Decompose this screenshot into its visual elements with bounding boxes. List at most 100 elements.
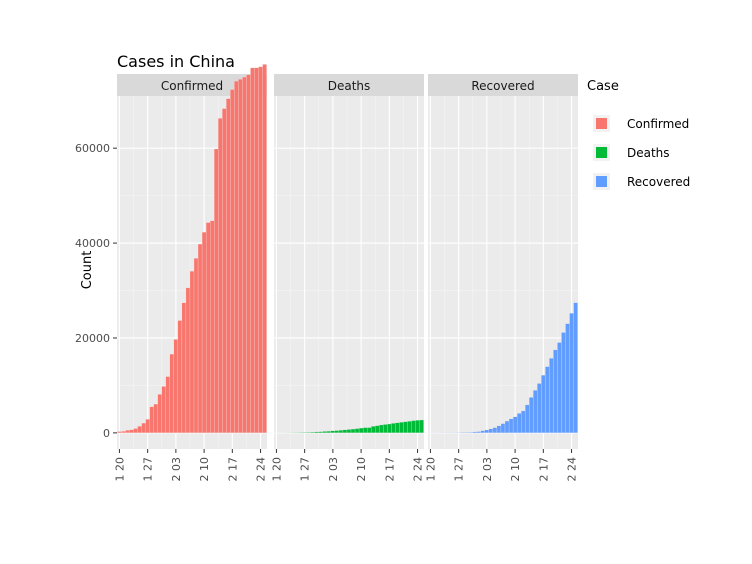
x-tick-label: 2 03 bbox=[481, 457, 494, 482]
facet-strip-label: Confirmed bbox=[161, 79, 223, 93]
bar-deaths-02-04 bbox=[335, 431, 339, 433]
facet-strip-label: Deaths bbox=[328, 79, 371, 93]
bar-recovered-02-19 bbox=[549, 358, 553, 433]
bar-recovered-02-09 bbox=[509, 419, 513, 433]
legend-entry-deaths: Deaths bbox=[593, 144, 670, 161]
bar-recovered-02-20 bbox=[553, 350, 557, 433]
bar-recovered-02-25 bbox=[574, 303, 578, 433]
bar-deaths-02-05 bbox=[339, 430, 343, 433]
bar-deaths-02-11 bbox=[363, 428, 367, 433]
bar-deaths-01-31 bbox=[319, 432, 323, 433]
bar-deaths-02-16 bbox=[383, 424, 387, 432]
bar-deaths-02-25 bbox=[420, 420, 424, 433]
bar-deaths-02-12 bbox=[367, 428, 371, 433]
bar-recovered-02-05 bbox=[493, 428, 497, 433]
bar-confirmed-02-20 bbox=[242, 77, 246, 433]
bar-confirmed-02-08 bbox=[194, 258, 198, 432]
x-tick-label: 1 20 bbox=[424, 457, 437, 482]
bar-deaths-02-13 bbox=[371, 426, 375, 432]
bar-recovered-02-10 bbox=[513, 417, 517, 433]
x-tick-label: 2 17 bbox=[226, 457, 239, 482]
bar-confirmed-01-21 bbox=[121, 431, 125, 433]
bar-confirmed-01-25 bbox=[138, 426, 142, 433]
bar-deaths-02-20 bbox=[399, 422, 403, 433]
bar-recovered-02-15 bbox=[533, 390, 537, 433]
legend-swatch bbox=[596, 147, 607, 158]
bar-deaths-02-06 bbox=[343, 430, 347, 433]
x-tick-label: 1 27 bbox=[142, 457, 155, 482]
legend-label: Recovered bbox=[627, 175, 690, 189]
bar-recovered-01-31 bbox=[473, 432, 477, 433]
y-tick-label: 20000 bbox=[75, 332, 110, 345]
bar-confirmed-02-03 bbox=[174, 339, 178, 432]
bar-recovered-02-11 bbox=[517, 413, 521, 432]
bar-recovered-01-29 bbox=[465, 432, 469, 433]
facet-strip-label: Recovered bbox=[471, 79, 534, 93]
bar-deaths-01-30 bbox=[315, 432, 319, 433]
bar-confirmed-02-12 bbox=[210, 221, 214, 433]
x-tick-label: 2 17 bbox=[537, 457, 550, 482]
x-tick-label: 2 10 bbox=[355, 457, 368, 482]
bar-deaths-02-07 bbox=[347, 429, 351, 432]
x-tick-label: 1 27 bbox=[453, 457, 466, 482]
bar-confirmed-02-11 bbox=[206, 223, 210, 433]
bar-recovered-02-23 bbox=[566, 324, 570, 433]
bar-confirmed-01-28 bbox=[150, 407, 154, 433]
bar-confirmed-02-06 bbox=[186, 288, 190, 433]
bar-confirmed-02-21 bbox=[246, 75, 250, 433]
y-tick-label: 60000 bbox=[75, 142, 110, 155]
bar-confirmed-02-13 bbox=[214, 149, 218, 433]
bar-confirmed-02-17 bbox=[230, 90, 234, 433]
bar-confirmed-01-26 bbox=[142, 423, 146, 433]
bar-confirmed-02-15 bbox=[222, 109, 226, 433]
x-tick-label: 2 10 bbox=[198, 457, 211, 482]
legend-entry-confirmed: Confirmed bbox=[593, 115, 689, 132]
bar-confirmed-01-24 bbox=[134, 429, 138, 433]
legend-label: Deaths bbox=[627, 146, 670, 160]
bar-deaths-02-18 bbox=[391, 423, 395, 433]
bar-recovered-02-02 bbox=[481, 431, 485, 433]
legend-title: Case bbox=[587, 79, 619, 94]
bar-confirmed-01-29 bbox=[154, 404, 158, 433]
bar-confirmed-02-16 bbox=[226, 99, 230, 433]
bar-deaths-01-27 bbox=[303, 432, 307, 433]
bar-recovered-01-30 bbox=[469, 432, 473, 433]
legend: Case Confirmed Deaths Recovered bbox=[587, 79, 690, 190]
bar-confirmed-02-01 bbox=[166, 377, 170, 433]
x-tick-label: 1 20 bbox=[113, 457, 126, 482]
bar-confirmed-02-19 bbox=[238, 79, 242, 433]
bar-recovered-02-04 bbox=[489, 429, 493, 433]
bar-confirmed-02-04 bbox=[178, 321, 182, 433]
bar-deaths-02-08 bbox=[351, 429, 355, 433]
bar-confirmed-02-09 bbox=[198, 244, 202, 433]
bar-recovered-02-01 bbox=[477, 432, 481, 433]
bar-recovered-02-21 bbox=[557, 343, 561, 433]
legend-entry-recovered: Recovered bbox=[593, 173, 690, 190]
bar-recovered-02-22 bbox=[561, 332, 565, 432]
legend-label: Confirmed bbox=[627, 117, 689, 131]
bar-deaths-02-21 bbox=[403, 422, 407, 433]
x-tick-label: 2 03 bbox=[170, 457, 183, 482]
bar-confirmed-01-23 bbox=[130, 430, 134, 433]
bar-recovered-02-24 bbox=[570, 313, 574, 433]
bar-recovered-02-12 bbox=[521, 411, 525, 433]
x-tick-label: 2 24 bbox=[566, 457, 579, 482]
bar-deaths-02-23 bbox=[412, 421, 416, 433]
y-tick-label: 0 bbox=[103, 427, 110, 440]
bar-recovered-02-06 bbox=[497, 426, 501, 433]
chart-title: Cases in China bbox=[117, 52, 235, 71]
bar-recovered-02-16 bbox=[537, 383, 541, 432]
legend-swatch bbox=[596, 176, 607, 187]
y-tick-label: 40000 bbox=[75, 237, 110, 250]
bar-confirmed-02-24 bbox=[259, 67, 263, 433]
y-axis-label: Count bbox=[80, 251, 95, 290]
bar-confirmed-02-05 bbox=[182, 303, 186, 433]
bar-recovered-02-07 bbox=[501, 424, 505, 433]
x-tick-label: 2 03 bbox=[327, 457, 340, 482]
bar-deaths-02-22 bbox=[407, 421, 411, 433]
bar-recovered-02-14 bbox=[529, 397, 533, 432]
bar-deaths-01-28 bbox=[307, 432, 311, 433]
bar-confirmed-02-10 bbox=[202, 232, 206, 433]
